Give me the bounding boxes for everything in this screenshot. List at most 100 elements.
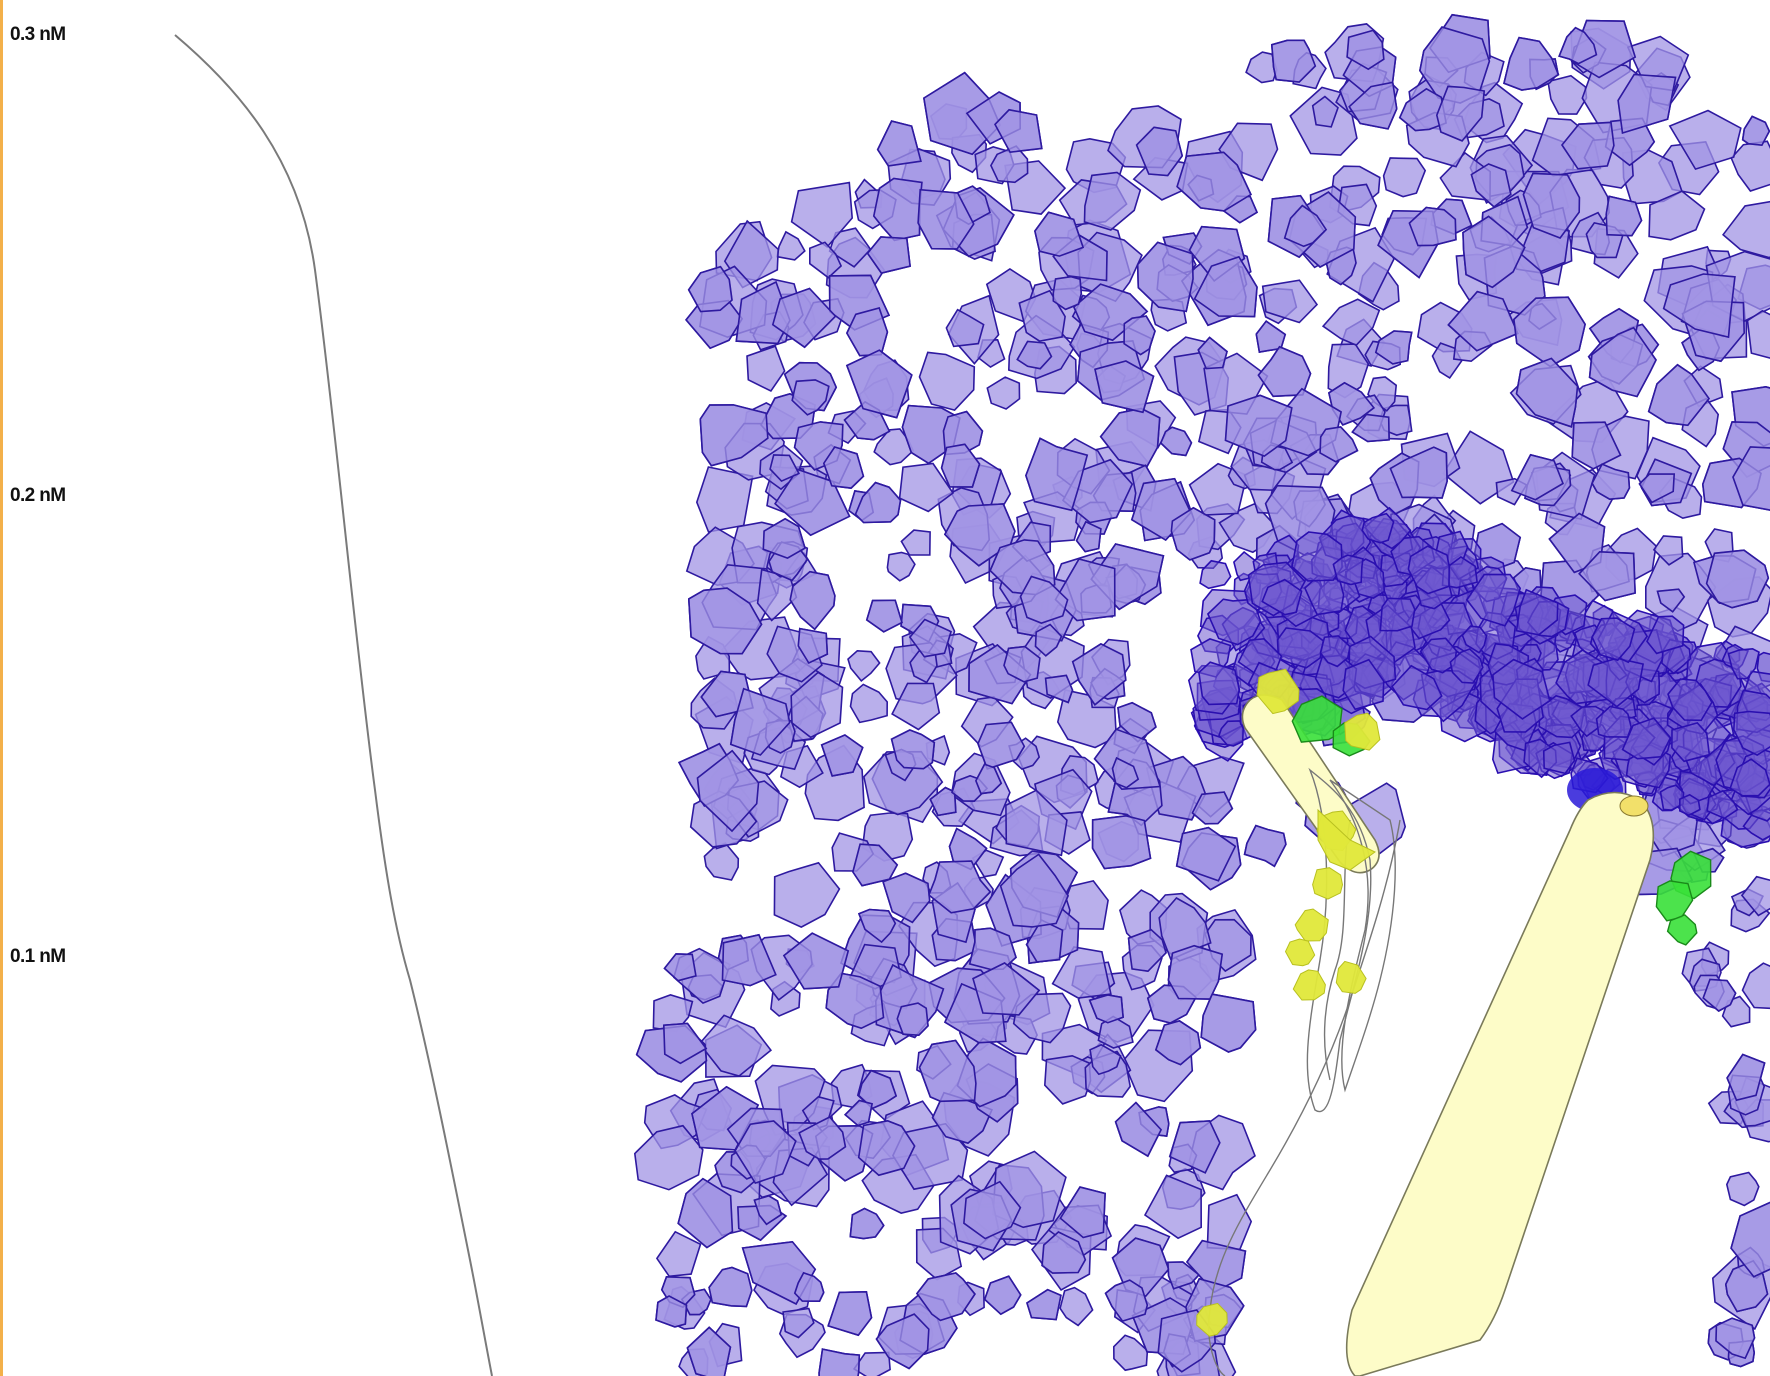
y-tick-label: 0.1 nM	[10, 946, 66, 967]
purple-cell	[1224, 394, 1293, 458]
purple-cell	[1503, 36, 1560, 91]
dense-purple-cell	[1261, 578, 1303, 616]
purple-cell	[1702, 978, 1737, 1012]
purple-cell	[1016, 340, 1053, 370]
purple-cell	[1088, 994, 1124, 1024]
purple-cell	[820, 734, 864, 777]
purple-cell	[1647, 363, 1711, 427]
purple-cell	[1197, 336, 1228, 370]
purple-cell	[1730, 140, 1770, 192]
purple-cell	[875, 1313, 930, 1370]
purple-cell	[1732, 446, 1770, 511]
purple-cell	[1059, 1186, 1106, 1239]
purple-cell	[845, 349, 913, 419]
cell-outline	[1329, 779, 1396, 1093]
purple-cell	[1094, 360, 1155, 414]
purple-cell	[852, 1351, 891, 1376]
dense-purple-cell	[1342, 658, 1385, 711]
purple-cell	[769, 454, 801, 483]
purple-cell	[977, 721, 1026, 770]
purple-cell	[1193, 255, 1258, 318]
purple-cell	[876, 120, 922, 167]
purple-cell	[872, 177, 923, 242]
dense-purple-cell	[1671, 721, 1711, 763]
purple-cell	[1591, 463, 1631, 501]
purple-cell	[1513, 296, 1586, 368]
dense-purple-cell	[1218, 720, 1245, 747]
purple-cell	[1159, 426, 1193, 457]
purple-cell	[1154, 1020, 1202, 1066]
purple-cell	[686, 1326, 732, 1376]
dense-purple-cell	[1659, 784, 1685, 811]
y-tick-label: 0.3 nM	[10, 24, 66, 45]
purple-cell	[1089, 1043, 1122, 1076]
dense-purple-cell	[1391, 664, 1443, 711]
purple-cell	[1075, 520, 1102, 553]
purple-cell	[1255, 320, 1287, 354]
purple-cell	[818, 1348, 861, 1376]
purple-cell	[1447, 290, 1519, 352]
purple-cell	[1319, 426, 1359, 463]
purple-cell	[655, 1230, 702, 1278]
dense-purple-cell	[1407, 545, 1451, 595]
purple-cell	[776, 230, 806, 261]
purple-cell	[1167, 944, 1224, 1000]
purple-cell	[1656, 588, 1686, 613]
purple-cell	[975, 763, 1003, 795]
purple-cell	[827, 1290, 873, 1337]
purple-cell	[940, 443, 981, 488]
purple-cell	[797, 627, 829, 665]
purple-cell	[734, 1120, 797, 1185]
purple-cell	[1321, 298, 1381, 347]
purple-cell	[999, 853, 1070, 928]
purple-cell	[1191, 791, 1234, 825]
purple-cell	[773, 861, 841, 928]
purple-cell	[1648, 190, 1706, 241]
purple-cell	[1123, 315, 1156, 356]
purple-cell	[1018, 289, 1066, 342]
purple-cell	[1668, 109, 1742, 171]
tube-cell-large	[1345, 791, 1655, 1376]
purple-cell	[1348, 81, 1398, 130]
purple-cell	[1558, 26, 1598, 65]
purple-cell	[703, 842, 740, 881]
purple-cell	[886, 551, 916, 582]
dense-purple-cell	[1276, 627, 1325, 669]
dense-purple-cell	[1379, 597, 1416, 632]
purple-cell	[1351, 413, 1390, 443]
yellow-cells-layer	[1196, 668, 1381, 1337]
purple-cell	[789, 570, 836, 631]
purple-cell	[1547, 74, 1588, 115]
purple-cell	[1059, 1286, 1094, 1327]
purple-cell	[882, 872, 931, 924]
yellow-cell	[1317, 808, 1376, 871]
purple-cell	[1091, 814, 1152, 870]
purple-cell	[1548, 512, 1606, 574]
dense-purple-cell	[1542, 741, 1576, 775]
purple-cell	[774, 468, 851, 537]
dense-purple-cell	[1449, 648, 1484, 684]
purple-cell	[1099, 407, 1161, 468]
purple-cell	[1003, 645, 1041, 683]
purple-cell	[916, 1272, 976, 1322]
dense-purple-cell	[1646, 615, 1685, 655]
purple-cell	[1588, 326, 1657, 398]
purple-cell	[1746, 309, 1770, 359]
dense-purple-cell	[1198, 661, 1241, 706]
purple-cell	[1578, 550, 1636, 602]
purple-cell	[822, 446, 865, 489]
purple-cell	[1117, 701, 1157, 743]
yellow-cell	[1312, 867, 1344, 900]
purple-cell	[1604, 117, 1656, 167]
purple-cell	[1722, 200, 1770, 259]
purple-cell	[1243, 824, 1287, 868]
purple-cell	[1025, 437, 1089, 512]
purple-cell	[890, 729, 936, 770]
purple-cell	[844, 1099, 874, 1127]
yellow-cell	[1294, 908, 1329, 942]
purple-cell	[782, 1307, 815, 1339]
purple-cell	[963, 1180, 1022, 1240]
dense-purple-cell	[1492, 658, 1551, 720]
purple-cell	[945, 308, 985, 348]
